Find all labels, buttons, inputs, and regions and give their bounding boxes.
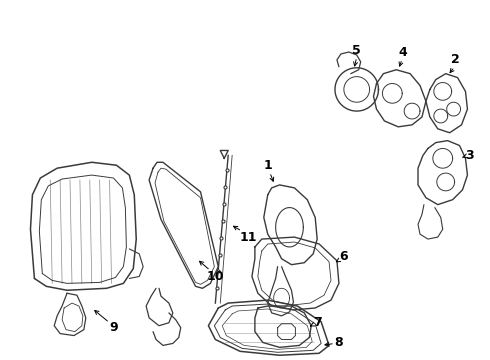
Text: 11: 11 [239, 231, 257, 244]
Text: 4: 4 [399, 45, 408, 59]
Text: 10: 10 [207, 270, 224, 283]
Text: 9: 9 [109, 321, 118, 334]
Text: 2: 2 [451, 53, 460, 66]
Text: 6: 6 [340, 250, 348, 263]
Text: 8: 8 [335, 336, 343, 349]
Text: 7: 7 [313, 316, 321, 329]
Text: 1: 1 [263, 159, 272, 172]
Text: 5: 5 [352, 44, 361, 57]
Text: 3: 3 [465, 149, 474, 162]
